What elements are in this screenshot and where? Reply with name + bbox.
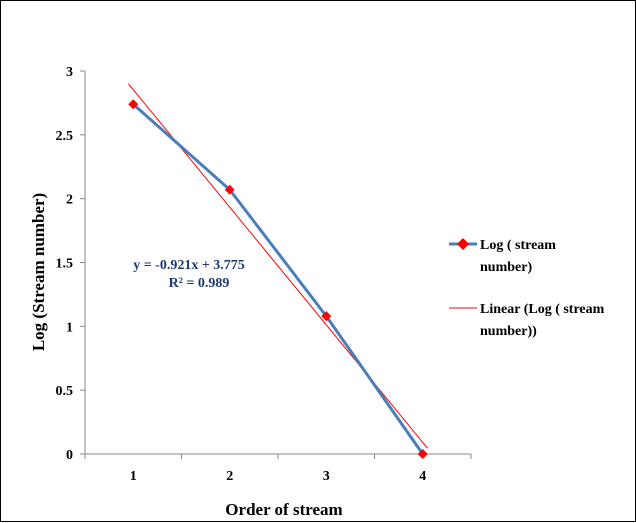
y-tick-label: 1.5: [56, 257, 74, 272]
y-tick-label: 2: [66, 193, 73, 208]
legend-entry-series: Log ( stream number): [449, 238, 556, 275]
x-tick-label: 3: [323, 469, 330, 484]
y-tick-label: 2.5: [56, 129, 74, 144]
y-tick-label: 0: [66, 448, 73, 463]
x-tick-label: 1: [130, 469, 137, 484]
trendline-equation: y = -0.921x + 3.775: [133, 258, 245, 273]
legend: Log ( stream number) Linear (Log ( strea…: [449, 238, 605, 339]
y-axis-title: Log (Stream number): [29, 193, 48, 351]
x-ticks: 1 2 3 4: [84, 454, 472, 484]
y-tick-label: 3: [66, 65, 73, 80]
legend-trendline-label-line2: number)): [480, 324, 537, 339]
data-point-marker: [321, 311, 332, 322]
y-tick-label: 0.5: [56, 384, 74, 399]
data-point-marker: [128, 99, 139, 110]
x-axis-title: Order of stream: [225, 500, 342, 519]
legend-entry-trendline: Linear (Log ( stream number)): [449, 302, 605, 339]
y-ticks: 0 0.5 1 1.5 2 2.5 3: [56, 65, 85, 463]
legend-trendline-label-line1: Linear (Log ( stream: [480, 302, 605, 317]
trendline-r-squared: R² = 0.989: [169, 276, 230, 291]
y-tick-label: 1: [66, 320, 73, 335]
data-point-marker: [224, 184, 235, 195]
series-line-log-stream-number: [132, 103, 424, 455]
x-tick-label: 2: [226, 469, 233, 484]
legend-series-label-line2: number): [480, 260, 532, 275]
legend-diamond-marker-icon: [457, 238, 469, 250]
legend-series-label-line1: Log ( stream: [480, 238, 556, 253]
series-markers: [128, 99, 428, 459]
x-tick-label: 4: [419, 469, 426, 484]
data-point-marker: [417, 449, 428, 459]
